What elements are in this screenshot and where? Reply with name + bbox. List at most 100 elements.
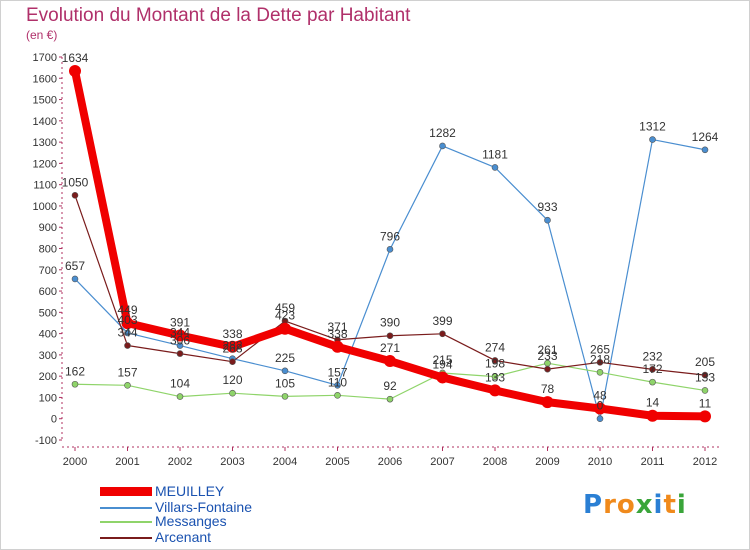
data-point-meuilley [384, 355, 396, 368]
y-tick-label: 1300 [33, 137, 57, 149]
data-label-meuilley: 1634 [62, 51, 89, 65]
y-tick-label: 700 [39, 265, 57, 277]
logo-letter: o [616, 490, 636, 520]
data-label-arcenant: 233 [537, 349, 557, 363]
data-label-villars-fontaine: 157 [327, 365, 347, 379]
data-label-villars-fontaine: 1312 [639, 120, 666, 134]
data-point-villars-fontaine [334, 382, 341, 389]
data-label-meuilley: 449 [117, 303, 137, 317]
y-tick-label: 500 [39, 307, 57, 319]
data-label-messanges: 215 [432, 353, 452, 367]
data-point-meuilley [436, 371, 449, 384]
y-tick-label: 600 [39, 286, 57, 298]
x-tick-label: 2012 [693, 456, 717, 468]
data-point-arcenant [229, 358, 236, 365]
x-tick-label: 2005 [325, 456, 349, 468]
data-point-arcenant [124, 342, 131, 349]
data-label-villars-fontaine: 282 [222, 339, 242, 353]
data-point-arcenant [544, 365, 551, 373]
data-label-villars-fontaine: 1264 [692, 130, 719, 144]
legend-label-villars-fontaine: Villars-Fontaine [155, 499, 253, 515]
data-label-messanges: 104 [170, 377, 190, 391]
data-point-meuilley [699, 410, 711, 423]
data-label-arcenant: 459 [275, 301, 295, 315]
legend-label-messanges: Messanges [155, 513, 227, 529]
data-label-meuilley: 338 [222, 327, 242, 341]
y-tick-label: 1000 [33, 201, 57, 213]
data-point-villars-fontaine [176, 342, 184, 349]
legend-swatch-arcenant [100, 537, 152, 539]
data-label-meuilley: 48 [593, 389, 607, 403]
data-label-arcenant: 232 [642, 349, 662, 363]
data-point-meuilley [331, 340, 344, 353]
data-label-arcenant: 306 [170, 334, 190, 348]
data-point-messanges [229, 389, 236, 397]
data-label-messanges: 218 [590, 352, 610, 366]
data-point-arcenant [176, 350, 184, 357]
data-point-villars-fontaine [544, 216, 551, 224]
data-label-meuilley: 194 [432, 357, 452, 371]
data-label-villars-fontaine: 0 [597, 399, 604, 413]
data-label-messanges: 105 [275, 376, 295, 390]
data-label-messanges: 133 [695, 370, 715, 384]
y-tick-label: 400 [39, 329, 57, 341]
logo-letter: i [676, 490, 687, 520]
data-point-arcenant [439, 330, 446, 338]
y-tick-label: 300 [39, 350, 57, 362]
x-tick-label: 2001 [115, 456, 139, 468]
y-tick-label: 1500 [33, 95, 57, 107]
x-tick-label: 2004 [273, 456, 297, 468]
data-label-messanges: 157 [117, 365, 137, 379]
x-tick-label: 2000 [63, 456, 87, 468]
y-tick-label: 1400 [33, 116, 57, 128]
logo-letter: P [583, 490, 604, 520]
data-point-meuilley [541, 396, 554, 409]
data-point-meuilley [174, 329, 186, 342]
data-label-meuilley: 271 [380, 341, 400, 355]
data-label-arcenant: 390 [380, 316, 400, 330]
data-point-messanges [491, 373, 499, 380]
proxiti-logo: Proxiti [583, 490, 687, 520]
y-tick-label: -100 [35, 435, 57, 447]
data-label-meuilley: 133 [485, 370, 505, 384]
data-point-villars-fontaine [649, 136, 656, 143]
x-tick-label: 2008 [483, 456, 507, 468]
data-point-messanges [334, 392, 341, 399]
x-tick-label: 2006 [378, 456, 402, 468]
data-point-messanges [701, 387, 709, 394]
data-point-meuilley [279, 322, 291, 335]
data-point-arcenant [649, 366, 656, 373]
data-label-arcenant: 1050 [62, 175, 89, 189]
data-point-meuilley [226, 340, 239, 353]
data-label-villars-fontaine: 403 [117, 313, 137, 327]
data-point-villars-fontaine [71, 275, 79, 283]
y-tick-label: 200 [39, 371, 57, 383]
legend-swatch-messanges [100, 521, 152, 523]
x-tick-label: 2009 [535, 456, 559, 468]
data-point-messanges [596, 369, 604, 376]
data-point-arcenant [386, 332, 394, 340]
data-label-villars-fontaine: 933 [537, 200, 557, 214]
y-tick-label: 1100 [33, 180, 57, 192]
data-label-villars-fontaine: 657 [65, 259, 85, 273]
data-point-messanges [176, 393, 184, 400]
y-tick-label: 100 [39, 392, 57, 404]
data-label-meuilley: 11 [699, 396, 712, 410]
logo-letter: x [635, 490, 654, 520]
data-point-meuilley [489, 384, 501, 397]
data-point-messanges [71, 380, 79, 388]
legend-label-arcenant: Arcenant [155, 529, 212, 545]
data-point-villars-fontaine [491, 164, 499, 171]
data-label-messanges: 110 [328, 375, 347, 389]
logo-letter: i [653, 490, 664, 520]
data-label-arcenant: 344 [117, 326, 137, 340]
data-point-villars-fontaine [439, 142, 446, 150]
data-label-meuilley: 338 [327, 327, 347, 341]
x-tick-label: 2002 [168, 456, 192, 468]
data-point-messanges [386, 395, 394, 403]
data-label-meuilley: 78 [541, 382, 555, 396]
data-point-messanges [649, 378, 656, 386]
data-point-villars-fontaine [281, 367, 289, 375]
